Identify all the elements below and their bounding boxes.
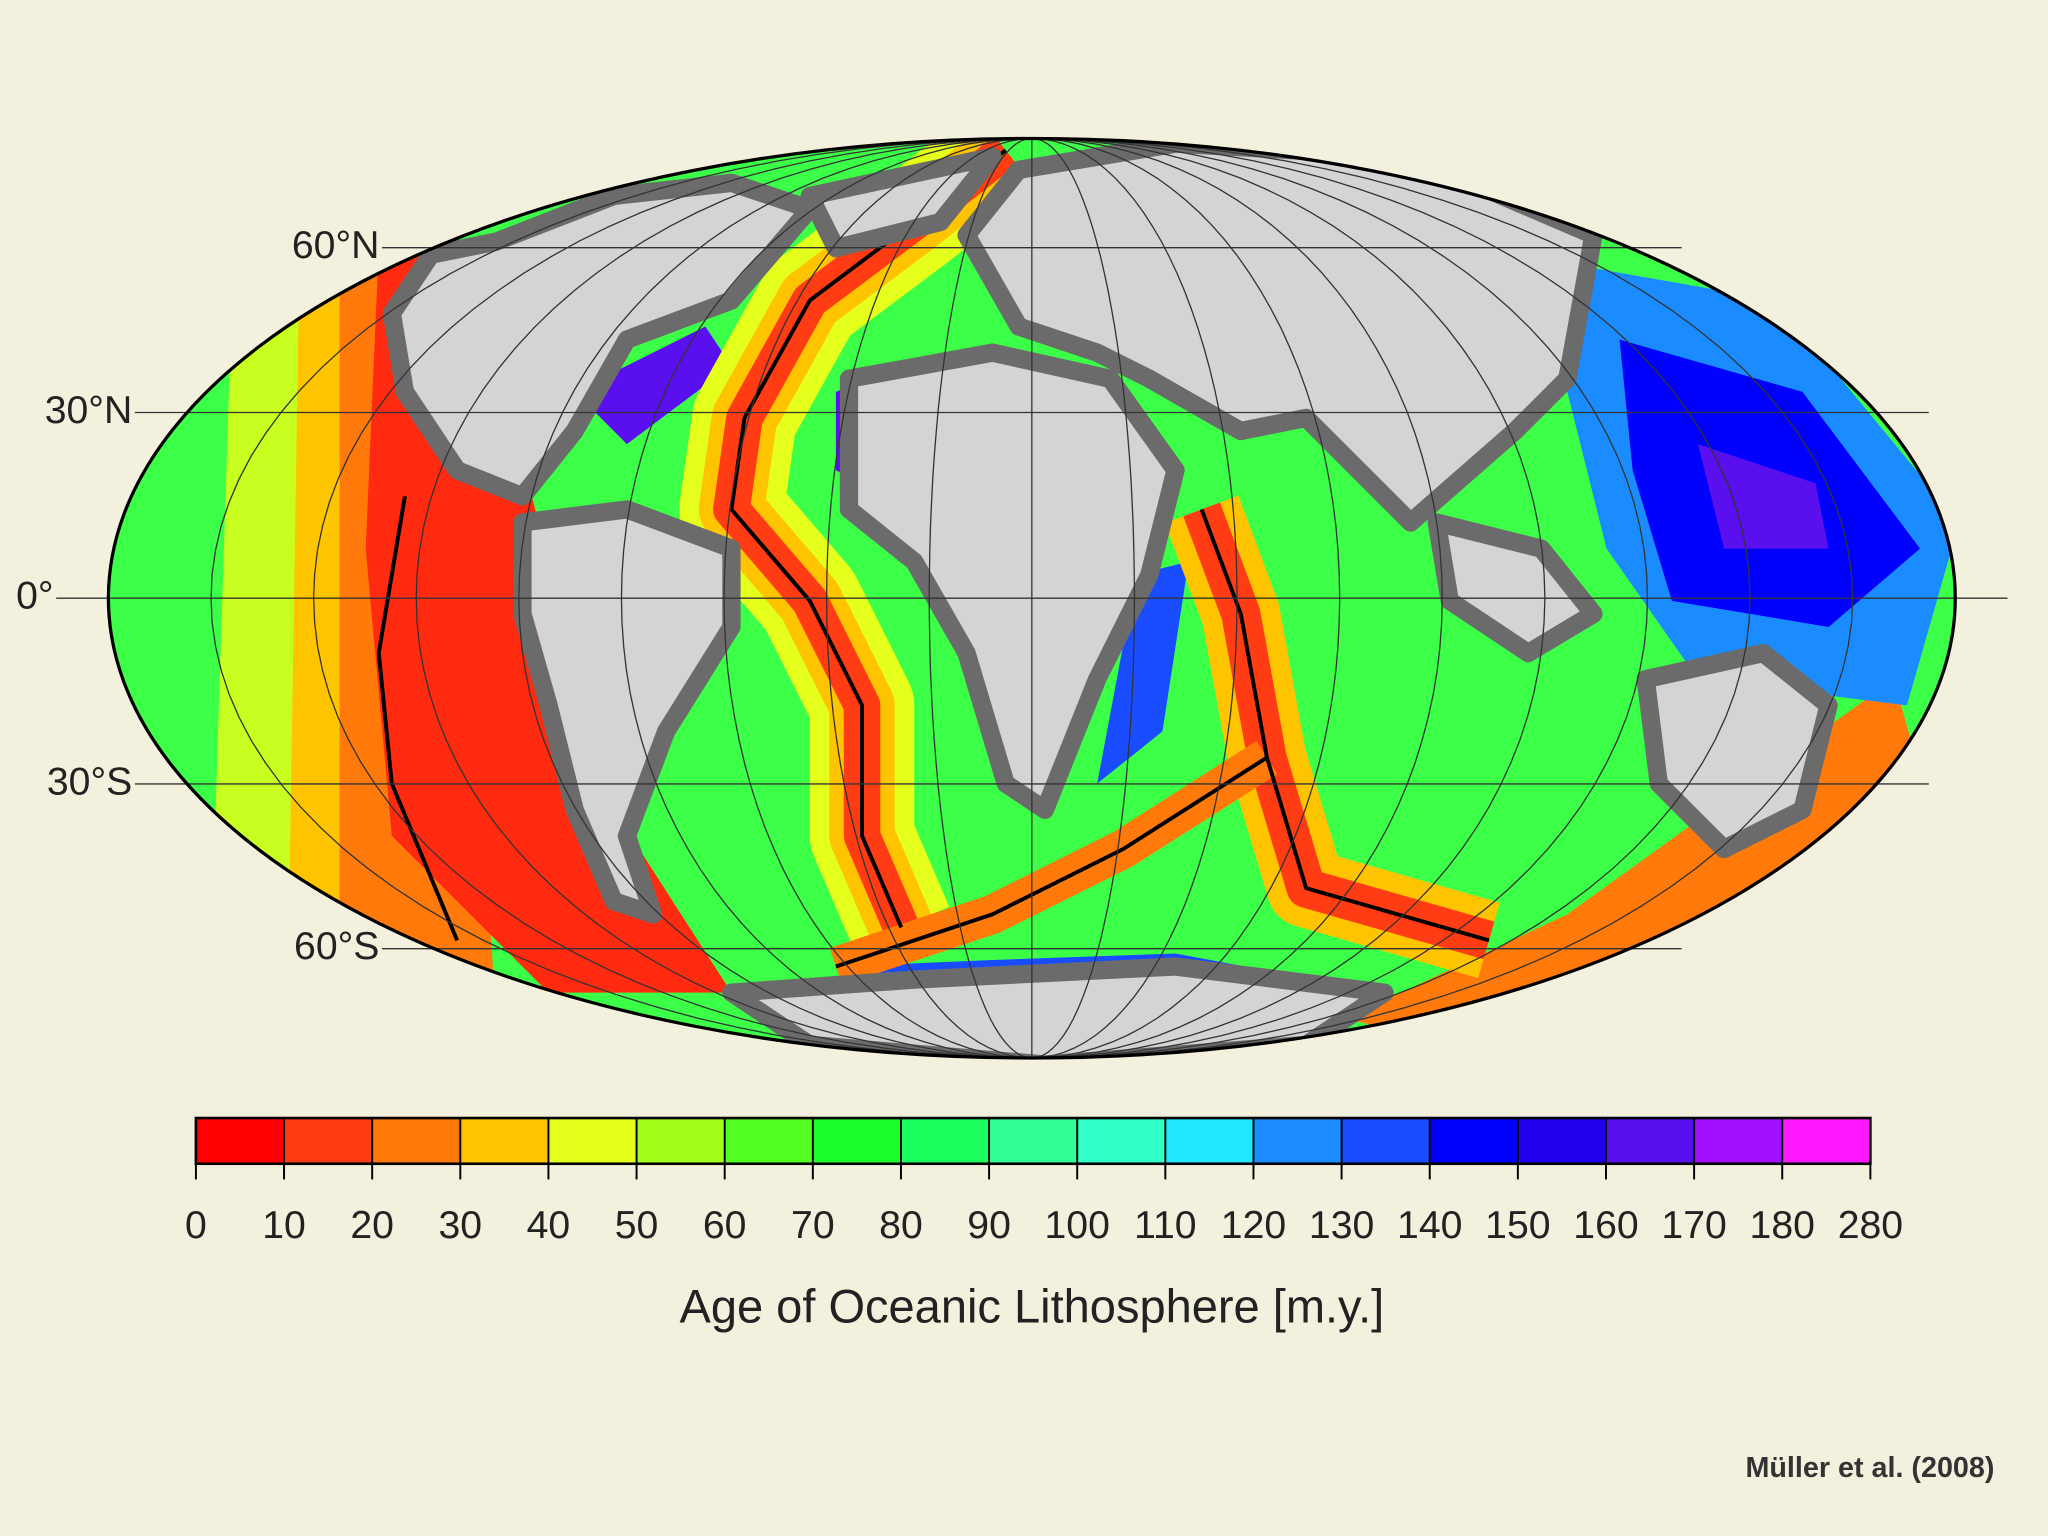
color-cell <box>1605 1118 1695 1164</box>
colorbar-tick-label: 170 <box>1661 1204 1726 1247</box>
latitude-lines <box>56 247 2008 950</box>
colorbar: 0 10 20 30 40 50 60 70 80 90 100 110 120 130 140 150 160… <box>185 1116 1903 1247</box>
colorbar-tick-label: 90 <box>967 1204 1011 1247</box>
latitude-label: 30°S <box>47 760 132 803</box>
colorbar-tick-label: 280 <box>1838 1204 1903 1247</box>
colorbar-tick-label: 120 <box>1221 1204 1286 1247</box>
color-cell <box>284 1118 373 1164</box>
colorbar-tick-label: 20 <box>350 1204 394 1247</box>
color-cell <box>372 1118 461 1164</box>
latitude-label: 60°N <box>292 224 380 267</box>
colorbar-tick-label: 110 <box>1134 1204 1196 1247</box>
map-outline <box>106 136 1957 1060</box>
age-band <box>574 326 732 445</box>
color-cell <box>195 1118 285 1164</box>
latitude-label: 60°S <box>294 925 379 968</box>
color-cell <box>1429 1118 1519 1164</box>
latitude-label: 30°N <box>45 389 133 432</box>
colorbar-tick-label: 10 <box>262 1204 306 1247</box>
color-cell <box>1341 1118 1431 1164</box>
color-cell <box>548 1118 638 1164</box>
latitude-label: 0° <box>16 575 53 618</box>
color-cell <box>1782 1118 1872 1164</box>
age-band <box>1697 444 1829 549</box>
color-cell <box>1253 1118 1343 1164</box>
colorbar-tick-label: 100 <box>1045 1204 1110 1247</box>
color-cell <box>724 1118 814 1164</box>
colorbar-tick-label: 30 <box>439 1204 483 1247</box>
colorbar-tick-label: 130 <box>1309 1204 1374 1247</box>
color-cell <box>1694 1118 1783 1164</box>
color-cell <box>812 1118 902 1164</box>
age-band <box>1097 561 1189 784</box>
color-cell <box>636 1118 726 1164</box>
color-cell <box>1077 1118 1166 1164</box>
colorbar-tick-label: 60 <box>703 1204 747 1247</box>
colorbar-tick-label: 150 <box>1485 1204 1550 1247</box>
credit: Müller et al. (2008) <box>1745 1452 1994 1484</box>
continents <box>382 138 1838 1058</box>
map <box>108 138 1956 1058</box>
colorbar-tick-label: 140 <box>1397 1204 1462 1247</box>
colorbar-tick-label: 180 <box>1750 1204 1815 1247</box>
color-cell <box>900 1118 990 1164</box>
colorbar-title: Age of Oceanic Lithosphere [m.y.] <box>679 1279 1384 1332</box>
color-cell <box>460 1118 550 1164</box>
color-cell <box>1165 1118 1255 1164</box>
color-cell <box>989 1118 1078 1164</box>
colorbar-tick-label: 80 <box>879 1204 923 1247</box>
colorbar-tick-label: 40 <box>527 1204 571 1247</box>
color-cell <box>1517 1118 1607 1164</box>
colorbar-tick-label: 70 <box>791 1204 835 1247</box>
colorbar-tick-label: 50 <box>615 1204 659 1247</box>
colorbar-tick-label: 0 <box>185 1204 207 1247</box>
colorbar-tick-label: 160 <box>1573 1204 1638 1247</box>
